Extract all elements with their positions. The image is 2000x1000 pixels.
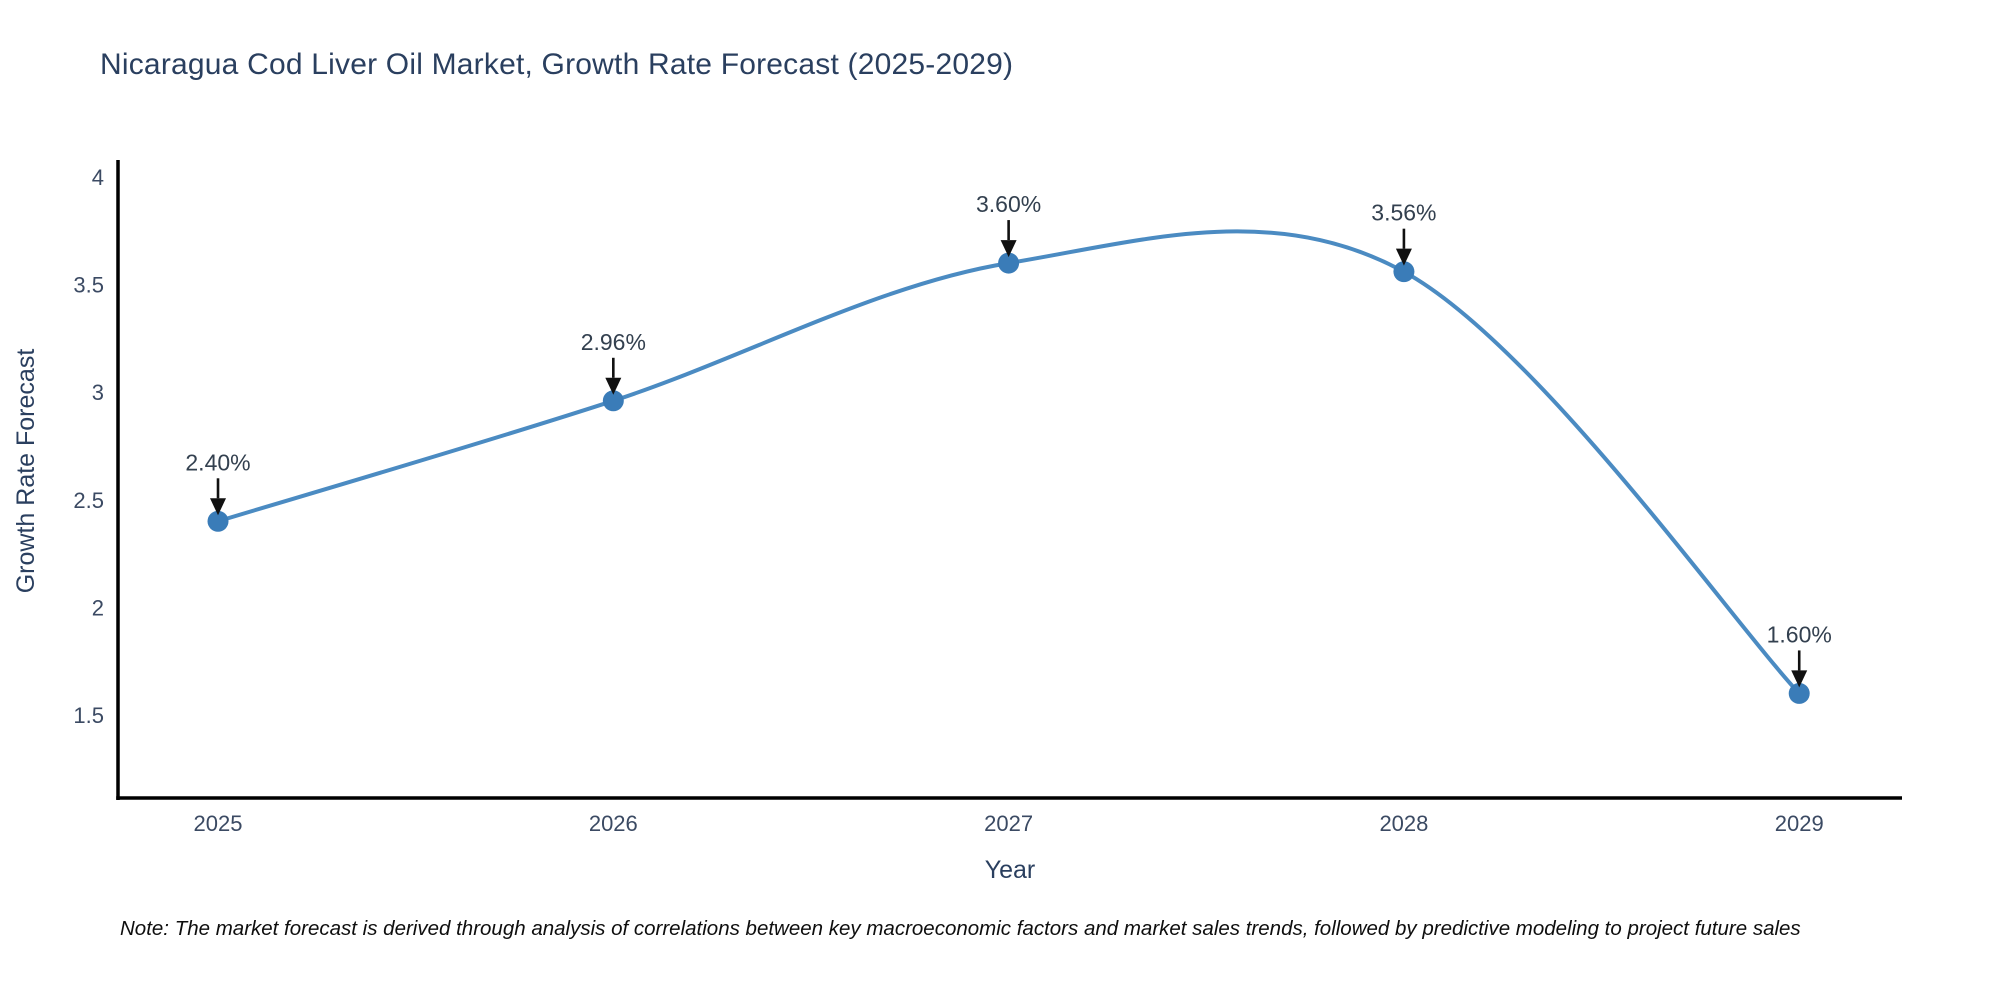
y-tick-label: 1.5	[73, 703, 104, 728]
data-point-label: 3.60%	[976, 191, 1041, 217]
x-tick-label: 2028	[1379, 811, 1428, 836]
data-point-marker-2028	[1393, 261, 1415, 283]
footnote: Note: The market forecast is derived thr…	[120, 917, 1801, 940]
chart-title: Nicaragua Cod Liver Oil Market, Growth R…	[100, 48, 1014, 81]
annotation-arrowhead	[605, 377, 622, 395]
x-axis-title: Year	[984, 856, 1036, 884]
data-point-marker-2025	[207, 510, 229, 532]
y-tick-label: 3.5	[73, 273, 104, 298]
y-tick-label: 3	[92, 380, 104, 405]
x-tick-label: 2025	[194, 811, 243, 836]
x-tick-label: 2027	[984, 811, 1033, 836]
x-tick-label: 2026	[589, 811, 638, 836]
y-tick-label: 2.5	[73, 488, 104, 513]
annotation-arrowhead	[1791, 670, 1808, 688]
x-tick-label: 2029	[1775, 811, 1824, 836]
annotation-arrowhead	[210, 498, 227, 516]
y-tick-label: 4	[92, 165, 104, 190]
trend-line	[216, 229, 1802, 696]
annotation-arrowhead	[1395, 248, 1412, 266]
data-point-label: 3.56%	[1371, 200, 1436, 226]
y-axis-title: Growth Rate Forecast	[12, 348, 40, 594]
y-tick-label: 2	[92, 595, 104, 620]
data-point-marker-2029	[1788, 682, 1810, 704]
data-point-marker-2026	[602, 390, 624, 412]
annotation-arrowhead	[1000, 240, 1017, 258]
data-point-label: 1.60%	[1767, 621, 1832, 647]
data-point-marker-2027	[998, 252, 1020, 274]
data-point-label: 2.96%	[581, 329, 646, 355]
data-point-label: 2.40%	[185, 449, 250, 475]
